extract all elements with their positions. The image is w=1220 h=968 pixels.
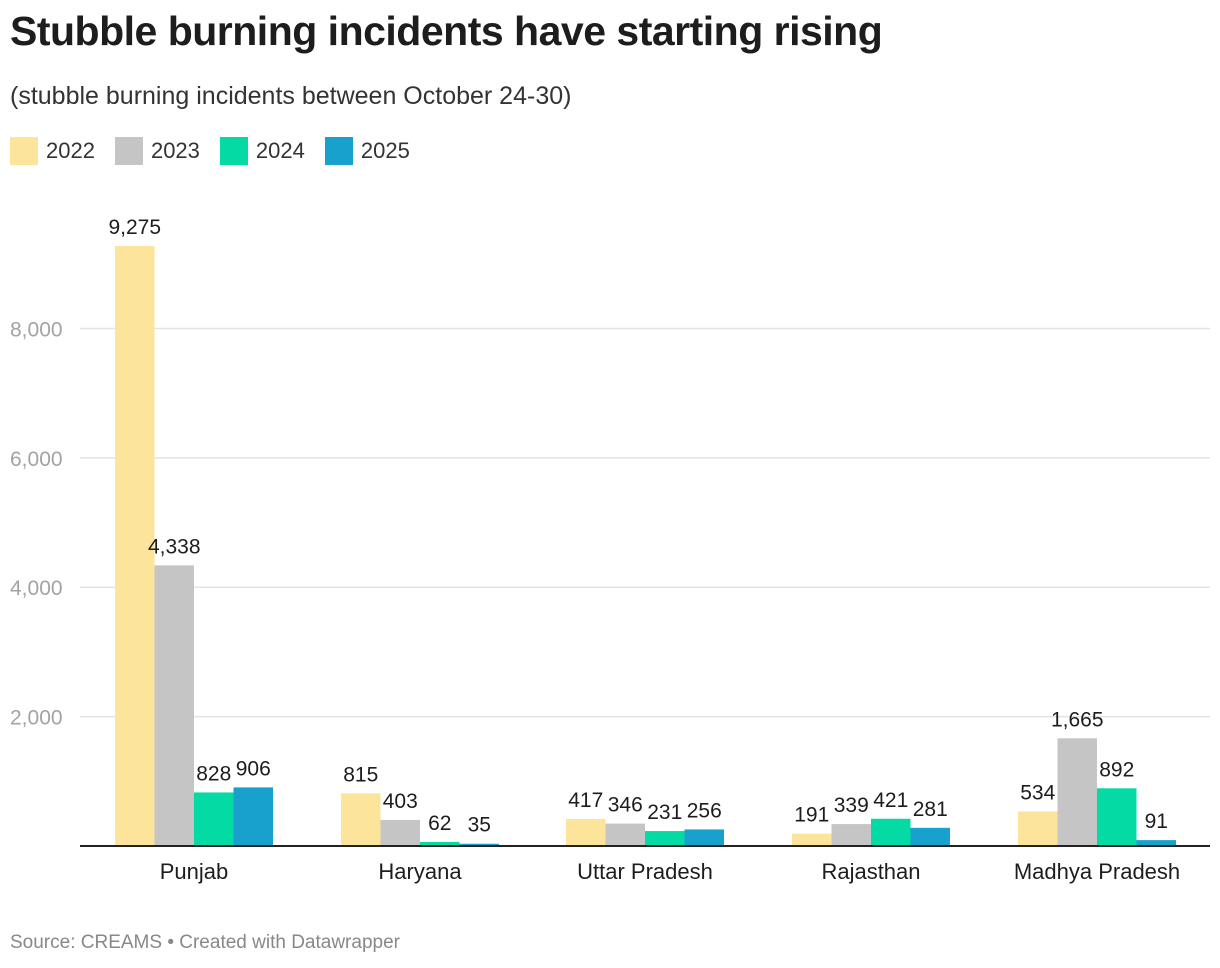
legend-label: 2022 [46,138,95,163]
data-label: 4,338 [148,535,201,558]
data-label: 339 [834,794,869,817]
bar [154,565,194,846]
data-label: 906 [236,757,271,780]
legend-item-2025: 2025 [324,137,410,165]
x-tick-label: Haryana [378,859,462,884]
legend-swatch-2022 [10,137,38,165]
data-label: 231 [647,801,682,824]
legend-label: 2023 [150,138,200,163]
bar [566,819,606,846]
data-label: 9,275 [108,216,161,239]
bar [871,818,911,846]
bar [645,831,685,846]
data-label: 35 [468,814,491,837]
legend-item-2023: 2023 [114,137,200,165]
bar [115,246,155,846]
data-label: 421 [873,789,908,812]
y-tick-label: 2,000 [10,707,63,730]
x-tick-label: Madhya Pradesh [1014,859,1180,884]
bar [1136,840,1176,846]
bar [605,823,645,846]
data-label: 91 [1145,810,1168,833]
data-label: 281 [913,798,948,821]
bar [684,829,724,846]
bar [792,833,832,846]
legend-swatch-2025 [324,137,353,165]
y-tick-label: 4,000 [10,577,63,600]
y-tick-label: 8,000 [10,318,63,341]
data-label: 1,665 [1051,708,1104,731]
chart-subtitle: (stubble burning incidents between Octob… [10,82,572,110]
bar [1057,738,1097,846]
legend-label: 2024 [255,138,305,163]
source-note: Source: CREAMS • Created with Datawrappe… [10,932,400,953]
bar [1018,811,1058,846]
data-label: 256 [687,799,722,822]
legend-item-2024: 2024 [219,137,305,165]
data-label: 191 [794,804,829,827]
bar [831,824,871,846]
bar [459,843,499,846]
chart-title: Stubble burning incidents have starting … [10,8,883,54]
data-label: 403 [383,790,418,813]
data-label: 346 [608,794,643,817]
x-tick-label: Punjab [160,859,229,884]
bar [341,793,381,846]
x-tick-label: Uttar Pradesh [577,859,713,884]
y-tick-label: 6,000 [10,448,63,471]
bar [910,827,950,846]
legend-label: 2025 [360,138,410,163]
data-label: 62 [428,812,451,835]
x-tick-label: Rajasthan [821,859,920,884]
data-label: 815 [343,763,378,786]
bar-chart: 2,000 4,000 6,000 8,000 9,275 4,338 828 906 Punj… [10,216,1210,884]
legend-swatch-2024 [219,137,248,165]
bar [194,792,234,846]
data-label: 828 [196,762,231,785]
data-label: 892 [1099,758,1134,781]
data-label: 534 [1020,781,1055,804]
data-label: 417 [568,789,603,812]
bar [233,787,273,846]
bar [1097,788,1137,846]
legend-swatch-2023 [114,137,143,165]
bar [380,819,420,846]
legend: 2022 2023 2024 2025 [10,137,430,165]
bar [420,841,460,846]
legend-item-2022: 2022 [10,137,95,165]
